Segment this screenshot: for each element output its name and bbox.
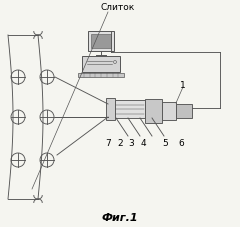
Text: 5: 5 <box>162 138 168 147</box>
Text: Фиг.1: Фиг.1 <box>102 212 138 222</box>
Text: Слиток: Слиток <box>101 3 135 12</box>
Text: 3: 3 <box>128 138 134 147</box>
Text: 6: 6 <box>178 138 184 147</box>
FancyBboxPatch shape <box>176 105 192 118</box>
FancyBboxPatch shape <box>78 74 124 78</box>
Text: 7: 7 <box>105 138 111 147</box>
FancyBboxPatch shape <box>91 35 111 49</box>
Text: 2: 2 <box>117 138 123 147</box>
FancyBboxPatch shape <box>162 103 176 121</box>
FancyBboxPatch shape <box>88 32 114 52</box>
FancyBboxPatch shape <box>82 57 120 73</box>
Text: 4: 4 <box>140 138 146 147</box>
FancyBboxPatch shape <box>145 100 162 123</box>
FancyBboxPatch shape <box>115 101 145 118</box>
Text: 1: 1 <box>180 80 186 89</box>
FancyBboxPatch shape <box>106 99 115 121</box>
